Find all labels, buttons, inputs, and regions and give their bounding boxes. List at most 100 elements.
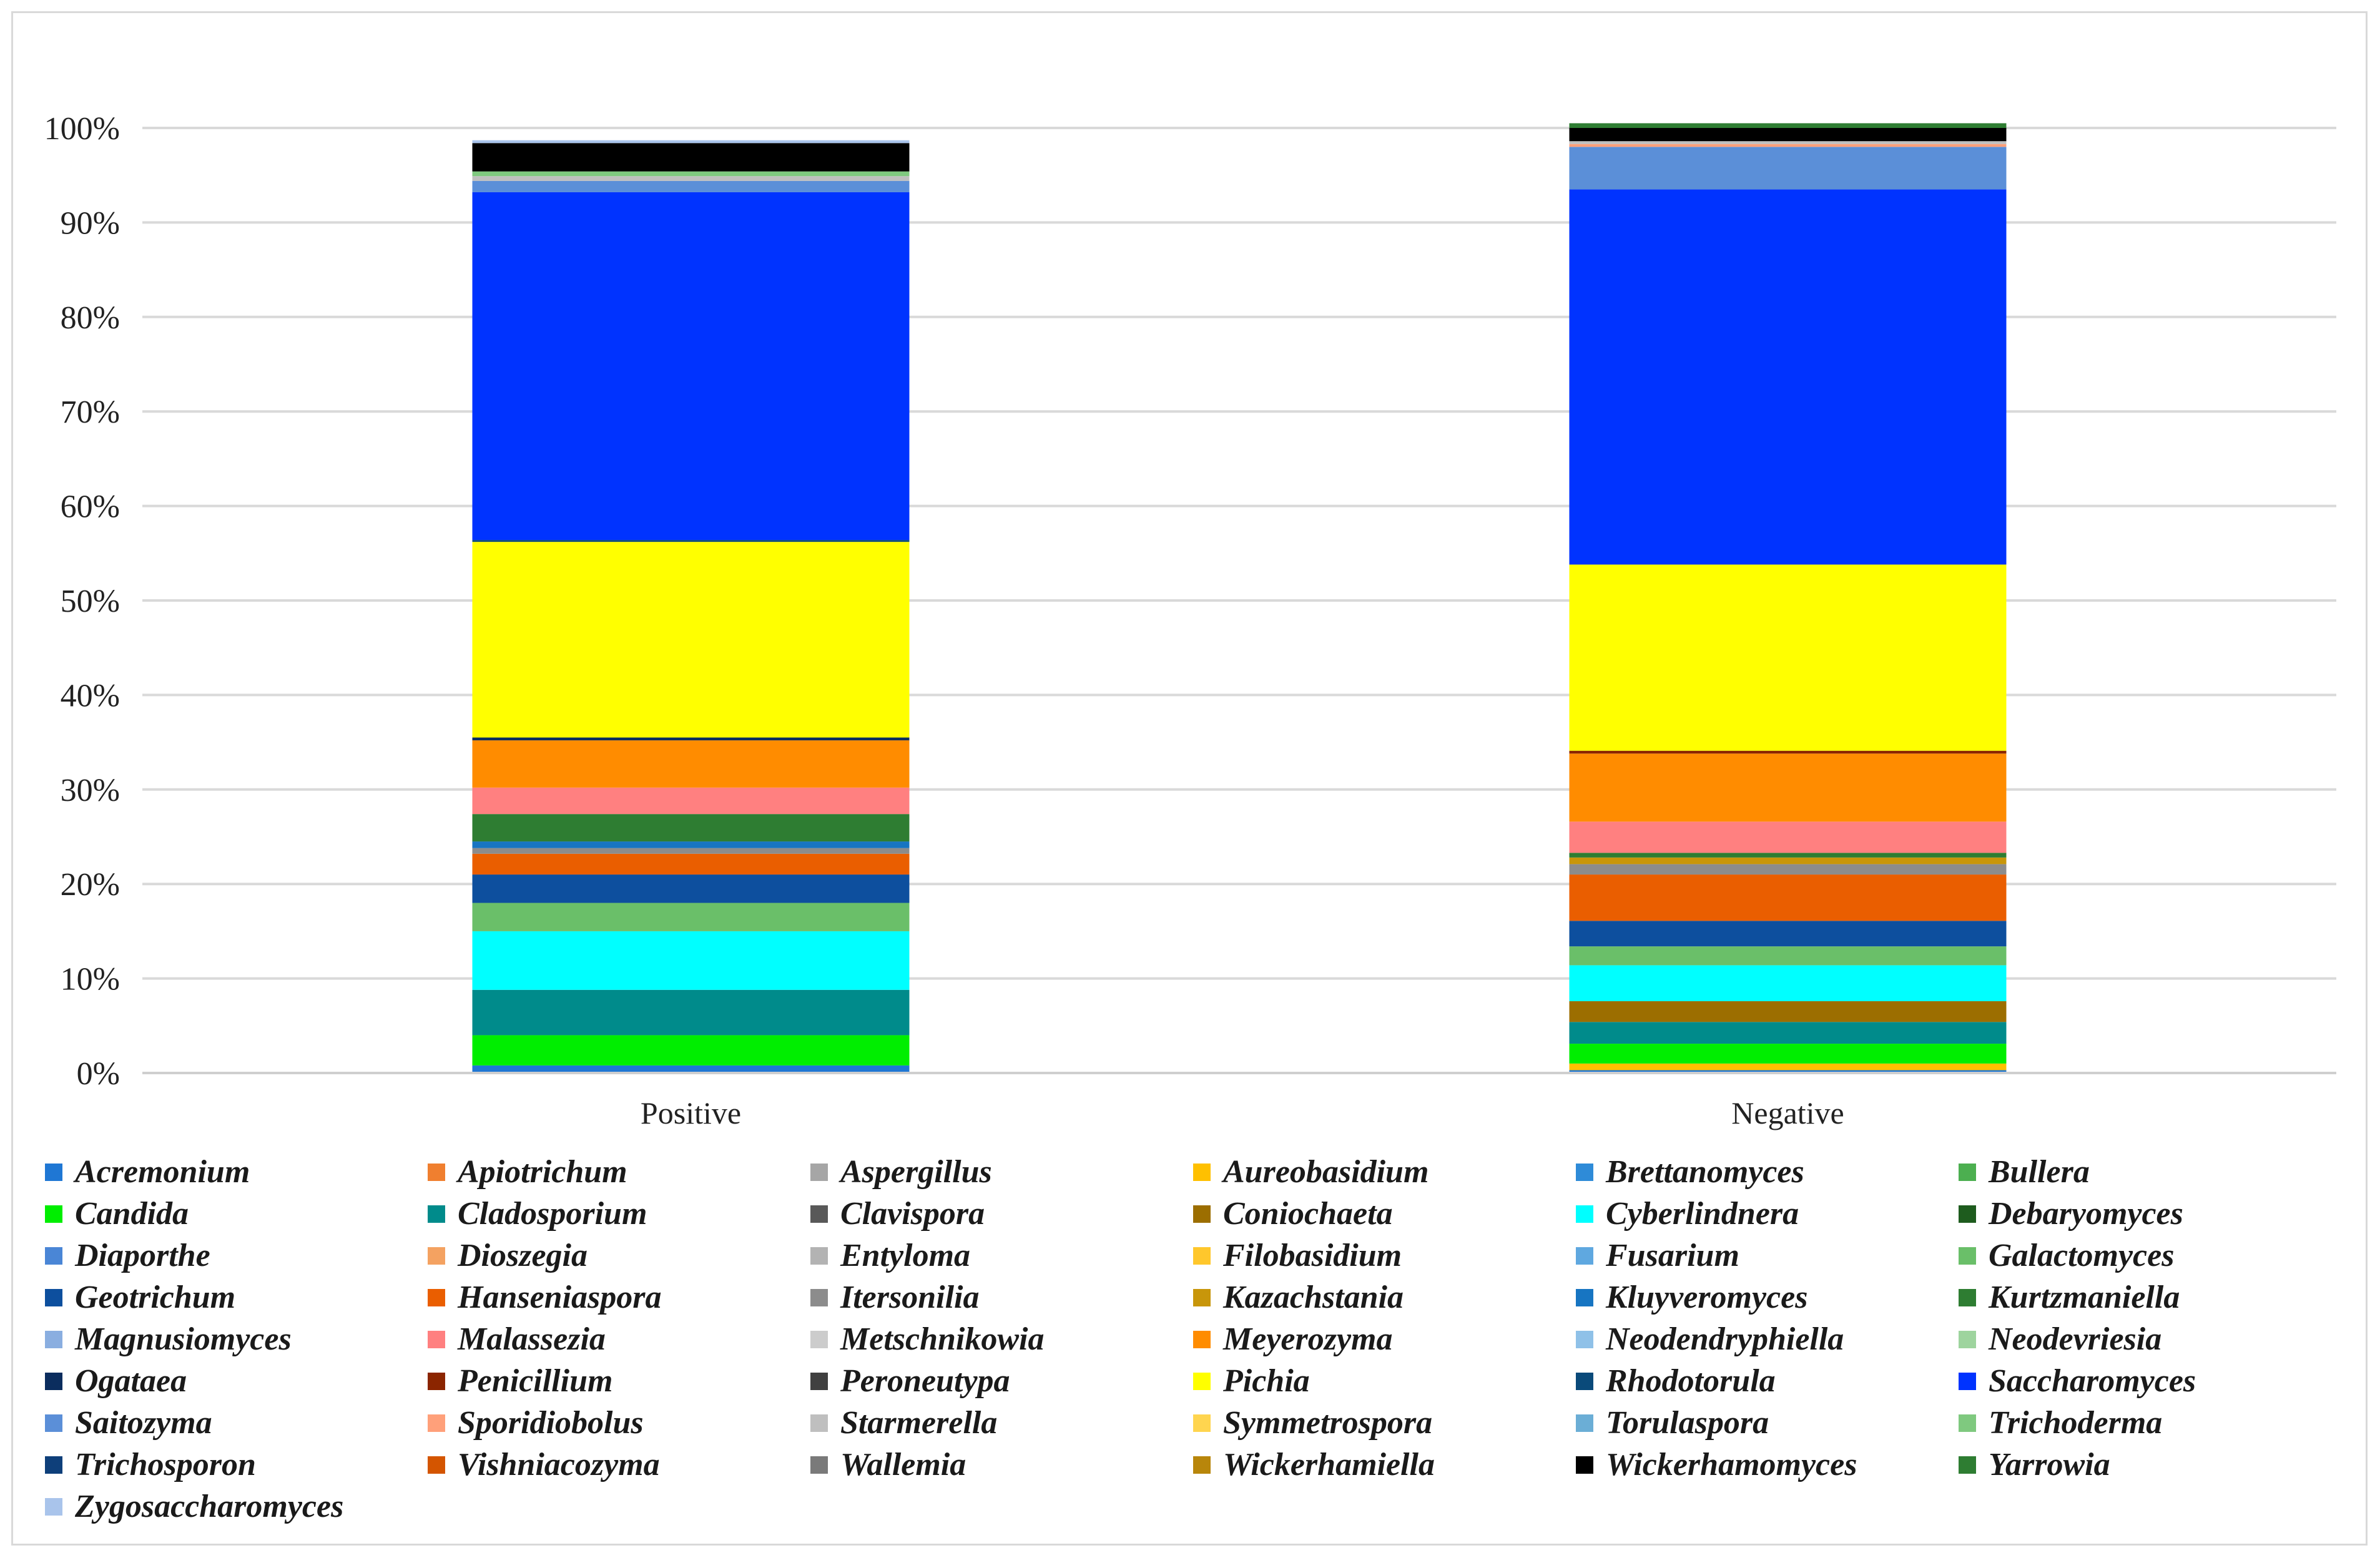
legend-item: Fusarium [1576, 1235, 1959, 1276]
legend-label: Wallemia [840, 1447, 966, 1482]
legend-swatch [45, 1497, 62, 1516]
legend-swatch [1576, 1330, 1593, 1348]
legend-label: Kluyveromyces [1606, 1280, 1808, 1315]
legend-item: Hanseniaspora [428, 1276, 810, 1318]
legend-label: Malassezia [458, 1321, 606, 1357]
legend-item: Cladosporium [428, 1193, 810, 1235]
legend-item: Metschnikowia [810, 1318, 1193, 1360]
x-axis-ticks: Positive Negative [641, 1095, 1844, 1130]
legend-swatch [45, 1205, 62, 1223]
legend-swatch [45, 1288, 62, 1306]
legend-swatch [1193, 1414, 1211, 1432]
bar-segment-geotrichum-positive [472, 875, 910, 903]
bar-segment-wickerhamomyces-positive [472, 143, 910, 172]
legend-item: Wallemia [810, 1444, 1193, 1486]
legend-label: Meyerozyma [1223, 1321, 1393, 1357]
legend-swatch [1959, 1247, 1976, 1265]
bar-segment-cyberlindnera-negative [1569, 965, 2007, 1001]
legend-label: Geotrichum [75, 1280, 236, 1315]
legend-label: Aspergillus [840, 1154, 992, 1190]
bar-segment-saccharomyces-positive [472, 192, 910, 541]
legend-label: Yarrowia [1989, 1447, 2110, 1482]
legend-item: Torulaspora [1576, 1402, 1959, 1444]
stacked-bar-chart: 0% 10% 20% 30% 40% 50% 60% 70% 80% 90% 100% Positi… [44, 111, 2336, 1130]
legend-item: Zygosaccharomyces [45, 1486, 428, 1527]
legend-label: Entyloma [840, 1238, 971, 1273]
bar-segment-sporidiobolus-negative [1569, 144, 2007, 147]
legend-label: Candida [75, 1196, 189, 1232]
legend-item: Dioszegia [428, 1235, 810, 1276]
legend-label: Fusarium [1606, 1238, 1739, 1273]
legend-label: Apiotrichum [458, 1154, 627, 1190]
legend-swatch [45, 1247, 62, 1265]
bar-segment-wickerhamomyces-negative [1569, 128, 2007, 142]
legend-swatch [1193, 1205, 1211, 1223]
legend-label: Torulaspora [1606, 1405, 1769, 1441]
bar-segment-galactomyces-negative [1569, 946, 2007, 966]
legend-label: Kurtzmaniella [1989, 1280, 2180, 1315]
legend-item: Kazachstania [1193, 1276, 1576, 1318]
legend-label: Kazachstania [1223, 1280, 1404, 1315]
legend-swatch [1193, 1372, 1211, 1390]
legend-item: Sporidiobolus [428, 1402, 810, 1444]
legend-label: Debaryomyces [1989, 1196, 2183, 1232]
legend-label: Bullera [1989, 1154, 2090, 1190]
y-tick-label: 0% [77, 1056, 120, 1092]
legend-swatch [1576, 1414, 1593, 1432]
legend-item: Wickerhamiella [1193, 1444, 1576, 1486]
legend-item: Clavispora [810, 1193, 1193, 1235]
legend-item: Aureobasidium [1193, 1151, 1576, 1193]
legend-item: Geotrichum [45, 1276, 428, 1318]
legend-swatch [1193, 1163, 1211, 1181]
bar-segment-starmerella-negative [1569, 141, 2007, 144]
legend-item: Cyberlindnera [1576, 1193, 1959, 1235]
legend-item: Itersonilia [810, 1276, 1193, 1318]
legend-swatch [428, 1330, 445, 1348]
legend-swatch [1193, 1288, 1211, 1306]
legend-swatch [428, 1205, 445, 1223]
legend-item: Starmerella [810, 1402, 1193, 1444]
legend-swatch [1193, 1330, 1211, 1348]
y-tick-label: 100% [44, 111, 120, 147]
legend-item: Saitozyma [45, 1402, 428, 1444]
legend-label: Symmetrospora [1223, 1405, 1433, 1441]
legend-swatch [810, 1372, 828, 1390]
bar-segment-penicillium-negative [1569, 750, 2007, 754]
bar-segment-hanseniaspora-negative [1569, 875, 2007, 921]
legend-swatch [428, 1163, 445, 1181]
bar-segment-saitozyma-positive [472, 180, 910, 192]
bar-segment-kurtzmaniella-negative [1569, 853, 2007, 858]
bar-segment-itersonilia-positive [472, 848, 910, 854]
legend: Acremonium Apiotrichum Aspergillus Aureobas… [45, 1151, 2343, 1527]
legend-item: Diaporthe [45, 1235, 428, 1276]
bar-segment-saccharomyces-negative [1569, 189, 2007, 565]
bar-segment-aureobasidium-negative [1569, 1063, 2007, 1071]
legend-label: Wickerhamomyces [1606, 1447, 1857, 1482]
gridlines [142, 127, 2336, 980]
legend-label: Diaporthe [75, 1238, 210, 1273]
legend-item: Symmetrospora [1193, 1402, 1576, 1444]
legend-label: Brettanomyces [1606, 1154, 1804, 1190]
legend-swatch [810, 1247, 828, 1265]
legend-label: Trichosporon [75, 1447, 256, 1482]
legend-label: Metschnikowia [840, 1321, 1045, 1357]
legend-item: Debaryomyces [1959, 1193, 2341, 1235]
bar-segment-saitozyma-negative [1569, 147, 2007, 190]
legend-item: Ogataea [45, 1360, 428, 1402]
bar-segment-meyerozyma-positive [472, 740, 910, 788]
legend-item: Coniochaeta [1193, 1193, 1576, 1235]
legend-swatch [1959, 1456, 1976, 1474]
legend-item: Kluyveromyces [1576, 1276, 1959, 1318]
legend-swatch [428, 1414, 445, 1432]
legend-swatch [1576, 1247, 1593, 1265]
bar-segment-kurtzmaniella-positive [472, 814, 910, 842]
bar-segment-rhodotorula-positive [472, 540, 910, 542]
y-tick-label: 20% [61, 867, 120, 903]
bar-segment-pichia-negative [1569, 564, 2007, 751]
bar-segment-starmerella-positive [472, 176, 910, 181]
legend-item: Aspergillus [810, 1151, 1193, 1193]
legend-swatch [1193, 1456, 1211, 1474]
legend-label: Saccharomyces [1989, 1363, 2196, 1399]
legend-item: Magnusiomyces [45, 1318, 428, 1360]
y-tick-label: 90% [61, 205, 120, 241]
